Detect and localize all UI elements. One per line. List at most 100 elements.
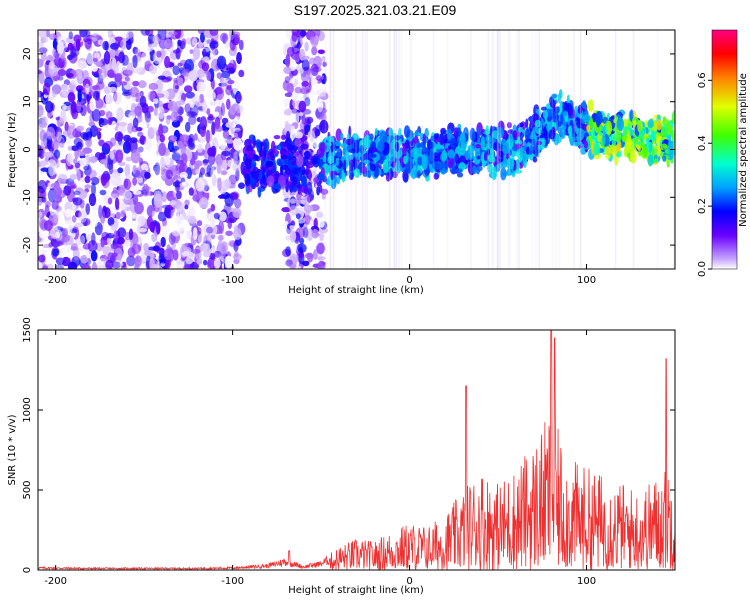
heatmap-cell [200, 32, 205, 43]
heatmap-cell [180, 152, 188, 167]
y-tick-label: 0 [22, 146, 33, 152]
heatmap-cell [205, 129, 211, 144]
heatmap-cell [244, 173, 251, 187]
heatmap-cell [132, 190, 142, 195]
heatmap-cell [448, 145, 451, 150]
heatmap-cell [65, 178, 75, 186]
heatmap-cell [175, 47, 181, 60]
heatmap-cell [38, 47, 48, 54]
y-tick-label: -10 [22, 189, 33, 205]
heatmap-cell [242, 168, 250, 173]
heatmap-cell [155, 222, 161, 235]
heatmap-streak [329, 30, 331, 269]
heatmap-cell [60, 233, 71, 243]
heatmap-cell [126, 30, 134, 39]
heatmap-cell [141, 51, 151, 62]
heatmap-cell [316, 186, 320, 196]
heatmap-cell [193, 133, 198, 141]
heatmap-cell [413, 149, 418, 163]
heatmap-cell [459, 132, 466, 146]
heatmap-cell [336, 176, 341, 185]
heatmap-streak [432, 30, 435, 269]
heatmap-cell [164, 176, 174, 187]
heatmap-cell [69, 48, 80, 57]
heatmap-cell [111, 252, 118, 257]
heatmap-cell [485, 134, 492, 143]
heatmap-streak [389, 30, 391, 269]
heatmap-cell [84, 38, 92, 50]
heatmap-streak [332, 30, 335, 269]
heatmap-cell [388, 127, 394, 137]
heatmap-cell [206, 226, 214, 234]
heatmap-cell [340, 132, 344, 140]
heatmap-cell [188, 115, 197, 125]
heatmap-cell [416, 170, 421, 179]
heatmap-cell [181, 30, 190, 39]
heatmap-cell [89, 97, 96, 112]
heatmap-cell [172, 181, 182, 188]
heatmap-cell [257, 187, 262, 198]
heatmap-cell [302, 260, 310, 267]
heatmap-cell [108, 86, 117, 92]
heatmap-cell [232, 162, 241, 172]
heatmap-cell [103, 50, 111, 65]
heatmap-cell [57, 173, 68, 183]
heatmap-cell [173, 80, 179, 94]
heatmap-cell [64, 121, 69, 132]
heatmap-cell [453, 127, 459, 141]
snr-frame [37, 329, 676, 571]
heatmap-cell [181, 69, 191, 77]
heatmap-streak [531, 30, 534, 269]
heatmap-cell [39, 249, 48, 254]
heatmap-cell [220, 102, 226, 116]
heatmap-cell [211, 184, 216, 197]
heatmap-cell [134, 105, 143, 116]
heatmap-cell [142, 123, 148, 137]
heatmap-cell [38, 104, 44, 118]
heatmap-streak [579, 30, 582, 269]
heatmap-cell [77, 70, 82, 79]
heatmap-cell [206, 108, 211, 115]
heatmap-cell [189, 49, 194, 54]
heatmap-cell [206, 90, 216, 100]
heatmap-cell [183, 230, 189, 243]
heatmap-cell [153, 193, 163, 208]
heatmap-cell [557, 120, 562, 128]
heatmap-cell [292, 184, 298, 193]
heatmap-cell [388, 168, 394, 181]
heatmap-cell [186, 110, 197, 118]
heatmap-cell [56, 35, 67, 46]
y-tick-label: 0 [22, 567, 33, 573]
heatmap-cell [306, 181, 313, 195]
heatmap-cell [213, 250, 222, 258]
heatmap-cell [310, 63, 319, 76]
heatmap-cell [55, 116, 60, 121]
heatmap-cell [181, 181, 186, 187]
heatmap-cell [464, 159, 469, 165]
heatmap-cell [233, 129, 242, 139]
heatmap-cell [147, 44, 154, 52]
heatmap-cell [85, 228, 93, 242]
heatmap-cell [533, 126, 540, 132]
heatmap-cell [137, 215, 146, 226]
heatmap-cell [144, 137, 153, 151]
heatmap-cell [44, 204, 50, 218]
heatmap-cell [343, 159, 347, 173]
heatmap-cell [184, 199, 190, 207]
heatmap-cell [66, 153, 73, 167]
heatmap-cell [356, 153, 362, 158]
heatmap-cell [586, 124, 591, 132]
heatmap-cell [387, 135, 394, 141]
heatmap-cell [129, 86, 140, 98]
heatmap-cell [128, 228, 134, 241]
heatmap-cell [304, 130, 309, 136]
heatmap-streak [487, 30, 490, 269]
heatmap-cell [515, 143, 521, 150]
heatmap-cell [149, 221, 156, 233]
heatmap-cell [500, 167, 507, 181]
heatmap-cell [38, 211, 43, 218]
heatmap-cell [162, 127, 168, 133]
heatmap-cell [65, 219, 73, 225]
heatmap-cell [147, 127, 155, 140]
